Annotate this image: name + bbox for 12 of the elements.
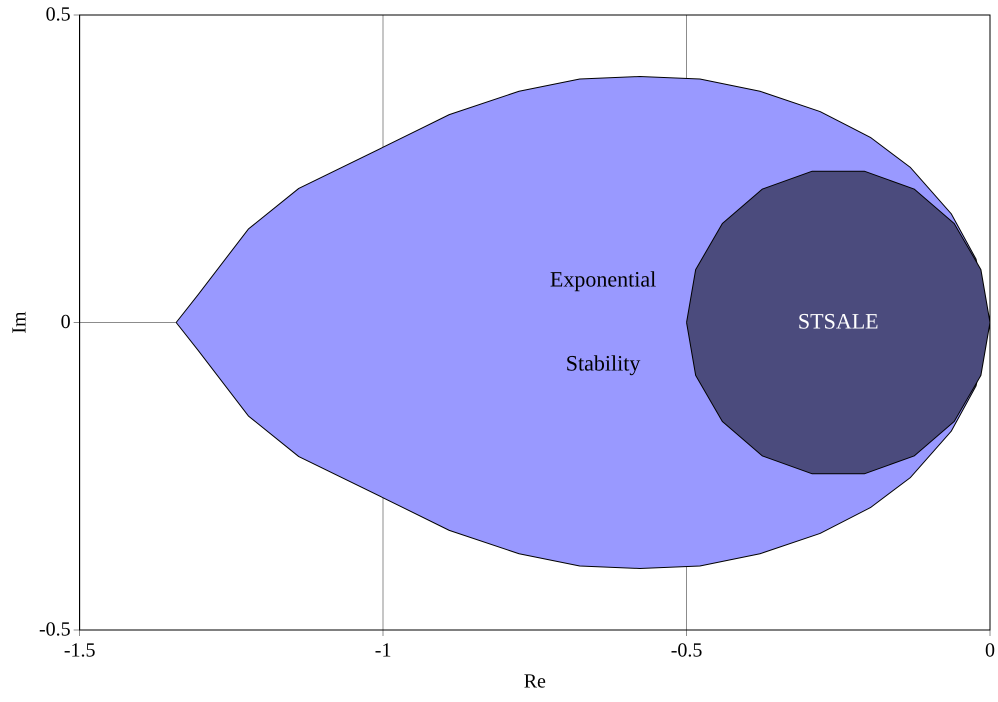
annotation: Stability: [566, 350, 640, 376]
x-axis-title: Re: [524, 670, 546, 692]
y-tick-label: -0.5: [38, 618, 71, 640]
x-tick-label: -1.5: [64, 639, 96, 662]
y-axis-title: Im: [8, 310, 30, 334]
annotation: Exponential: [550, 266, 656, 292]
x-tick-label: -1: [374, 639, 392, 662]
x-tick-label: 0: [985, 639, 995, 662]
y-tick-label: 0.5: [46, 3, 71, 26]
annotation: STSALE: [798, 308, 879, 334]
y-tick-label: 0: [60, 310, 71, 333]
x-tick-label: -0.5: [670, 639, 702, 662]
